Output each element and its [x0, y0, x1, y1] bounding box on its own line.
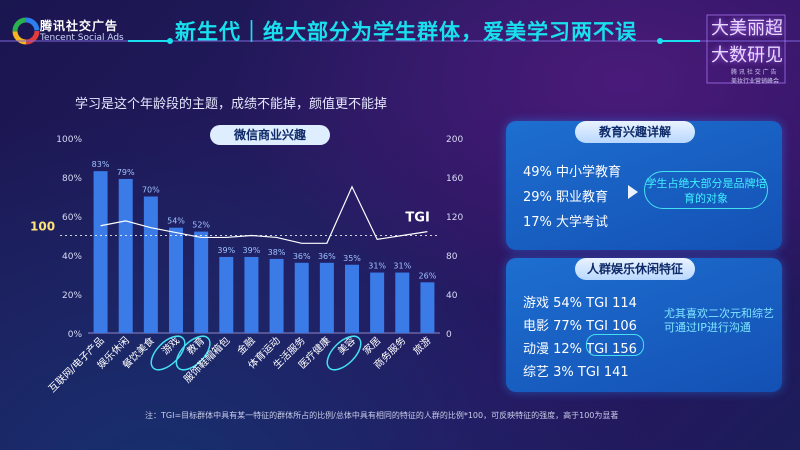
leisure-panel [506, 258, 782, 392]
bar [118, 178, 133, 333]
bar-value-label: 52% [192, 221, 210, 230]
chart-title: 微信商业兴趣 [233, 127, 307, 142]
brand-subtitle-2: 美妆行业营销峰会 [731, 78, 780, 85]
y-tick-left: 20% [62, 291, 82, 301]
bar [244, 256, 259, 333]
tgi-line [100, 185, 428, 244]
chart-title-pill [210, 125, 330, 145]
bar-value-label: 38% [268, 248, 286, 257]
y-tick-left: 100% [56, 135, 82, 145]
bar-value-label: 79% [117, 168, 135, 177]
bar [420, 282, 435, 333]
bar [93, 171, 108, 333]
y-tick-left: 80% [62, 174, 82, 184]
event-brand-frame [706, 14, 786, 84]
bar-value-label: 36% [318, 252, 336, 261]
brand-title-line2: 大数研见 [711, 45, 783, 66]
y-tick-right: 160 [446, 174, 463, 184]
category-label: 家居 [360, 334, 383, 357]
logo-name: 腾讯社交广告 [40, 19, 119, 33]
y-tick-right: 0 [446, 330, 452, 340]
arrow-right-icon [628, 185, 638, 199]
leisure-row: 电影 77% TGI 106 [523, 319, 637, 334]
category-label: 金融 [234, 334, 257, 357]
bar [169, 227, 183, 333]
education-row: 49% 中小学教育 [523, 165, 622, 180]
bar-value-label: 39% [243, 246, 261, 255]
bar [319, 262, 334, 333]
y-tick-left: 60% [62, 213, 82, 223]
tgi-series-label: TGI [405, 211, 429, 226]
education-row: 17% 大学考试 [523, 215, 609, 230]
bar-value-label: 31% [368, 262, 386, 271]
footnote: 注：TGI=目标群体中具有某一特征的群体所占的比例/总体中具有相同的特征的人群的… [145, 411, 619, 420]
y-tick-right: 120 [446, 213, 463, 223]
y-tick-right: 200 [446, 135, 463, 145]
y-tick-left: 0% [68, 330, 83, 340]
bar [294, 262, 309, 333]
wechat-interest-chart: 0% 20% 40% 60% 80% 100% 0 40 80 120 160 200 微信商业兴趣 83… [30, 125, 464, 371]
section-subtitle: 学习是这个年龄段的主题，成绩不能掉，颜值更不能掉 [75, 97, 388, 112]
anime-tgi-highlight [586, 334, 644, 356]
education-row: 29% 职业教育 [523, 190, 609, 205]
brand-subtitle-1: 腾 讯 社 交 广 告 [731, 69, 777, 76]
tencent-logo-icon [12, 17, 40, 45]
header-divider [0, 38, 800, 44]
bar [219, 256, 234, 333]
bar [395, 272, 410, 333]
education-note: 学生占绝大部分是品牌培育的对象 [644, 171, 768, 209]
logo-english-name: Tencent Social Ads [40, 33, 124, 43]
y-tick-right: 80 [446, 252, 458, 262]
bar-value-label: 39% [217, 246, 235, 255]
education-panel-title: 教育兴趣详解 [575, 121, 695, 143]
y-tick-left: 40% [62, 252, 82, 262]
reference-line-label: 100 [30, 220, 55, 234]
bar [143, 196, 158, 333]
brand-title-line1: 大美丽超 [711, 18, 783, 39]
bar [370, 272, 385, 333]
leisure-note: 尤其喜欢二次元和综艺可通过IP进行沟通 [664, 307, 774, 334]
bar [345, 264, 359, 333]
leisure-row: 综艺 3% TGI 141 [523, 365, 629, 380]
leisure-panel-title: 人群娱乐休闲特征 [575, 258, 695, 280]
bar [194, 231, 209, 333]
category-highlight [175, 335, 211, 371]
leisure-row: 游戏 54% TGI 114 [523, 296, 637, 311]
bar-value-label: 36% [293, 252, 311, 261]
leisure-row: 动漫 12% TGI 156 [523, 342, 637, 357]
bar-value-label: 83% [92, 160, 110, 169]
category-highlight [326, 335, 362, 371]
page-title: 新生代｜绝大部分为学生群体，爱美学习两不误 [175, 20, 637, 44]
bar-value-label: 70% [142, 186, 160, 195]
y-tick-right: 40 [446, 291, 458, 301]
bar-value-label: 26% [419, 271, 437, 280]
bar-value-label: 54% [167, 217, 185, 226]
bar-value-label: 35% [343, 254, 361, 263]
category-label: 旅游 [410, 334, 433, 357]
bar [269, 258, 284, 333]
bar-value-label: 31% [393, 262, 411, 271]
